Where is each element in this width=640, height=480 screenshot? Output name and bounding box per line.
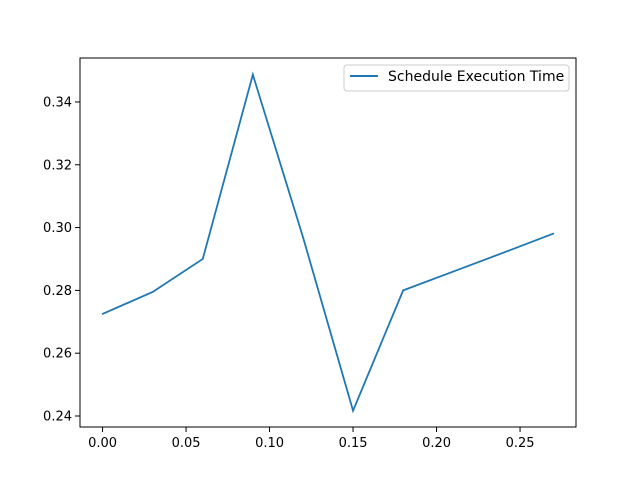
data-point [352, 409, 354, 412]
y-tick-label: 0.26 [43, 347, 72, 362]
x-tick-label: 0.20 [422, 436, 451, 451]
series-layer [101, 71, 555, 414]
data-point [502, 251, 505, 254]
x-tick-label: 0.15 [339, 436, 368, 451]
data-point [452, 270, 455, 273]
y-tick-label: 0.28 [43, 284, 72, 299]
legend-label: Schedule Execution Time [388, 69, 564, 85]
y-tick-label: 0.30 [43, 221, 72, 236]
data-point [201, 258, 204, 260]
legend-box [343, 64, 570, 92]
data-point [151, 291, 154, 293]
data-point [302, 236, 304, 238]
x-tick-label: 0.10 [255, 436, 284, 451]
x-tick-label: 0.00 [88, 436, 117, 451]
data-point [252, 73, 254, 76]
legend: Schedule Execution Time [343, 64, 570, 92]
y-tick-label: 0.34 [43, 95, 72, 110]
data-point [552, 232, 555, 235]
x-tick-label: 0.05 [172, 436, 201, 451]
y-axis-ticks: 0.24 0.26 0.28 0.30 0.32 0.34 [43, 95, 80, 425]
series-line [102, 71, 554, 414]
x-axis-ticks: 0.00 0.05 0.10 0.15 0.20 0.25 [88, 427, 535, 451]
data-point [402, 289, 404, 292]
data-point [101, 313, 104, 315]
x-tick-label: 0.25 [506, 436, 535, 451]
y-tick-label: 0.32 [43, 158, 72, 173]
axes-frame [79, 57, 577, 428]
y-tick-label: 0.24 [43, 410, 72, 425]
